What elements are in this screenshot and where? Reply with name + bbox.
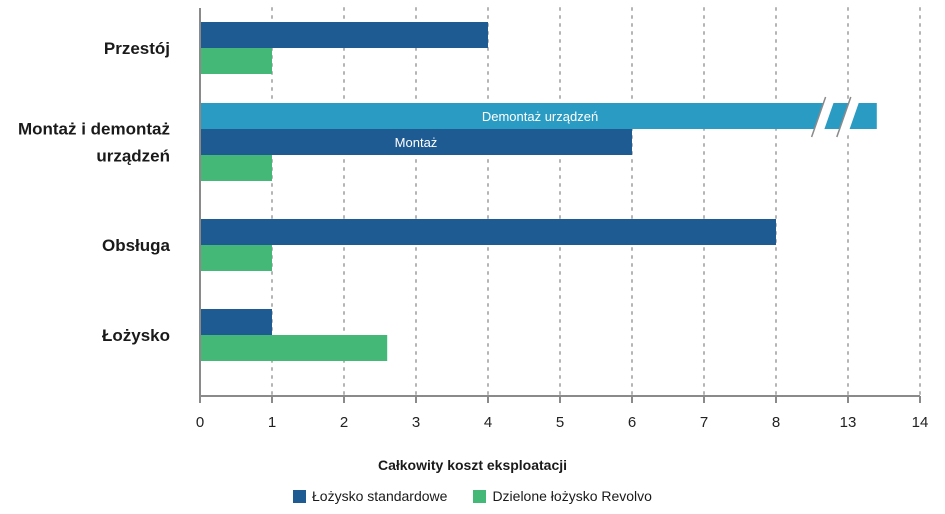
bar bbox=[201, 309, 272, 335]
bar bbox=[201, 22, 488, 48]
bar bbox=[201, 245, 272, 271]
x-tick-label: 3 bbox=[412, 414, 420, 431]
bars bbox=[201, 22, 877, 361]
bar bbox=[201, 129, 632, 155]
bar bbox=[201, 219, 776, 245]
x-tick-label: 1 bbox=[268, 414, 276, 431]
x-tick-labels: 0 1 2 3 4 5 6 7 8 13 14 bbox=[196, 414, 929, 431]
legend: Łożysko standardowe Dzielone łożysko Rev… bbox=[0, 488, 945, 504]
axis-break-marks bbox=[810, 96, 861, 138]
x-axis-title: Całkowity koszt eksploatacji bbox=[377, 457, 568, 473]
x-tick-label: 7 bbox=[700, 414, 708, 431]
axes bbox=[199, 8, 921, 403]
x-tick-label: 14 bbox=[912, 414, 929, 431]
bar bbox=[201, 335, 388, 361]
axis-break-gap bbox=[836, 97, 861, 137]
axis-break-line bbox=[810, 96, 827, 138]
legend-item-revolvo: Dzielone łożysko Revolvo bbox=[473, 488, 652, 504]
x-tick-label: 13 bbox=[840, 414, 857, 431]
x-tick-label: 0 bbox=[196, 414, 204, 431]
category-label: Montaż i demontaż urządzeń bbox=[18, 120, 170, 166]
x-tick-label: 6 bbox=[628, 414, 636, 431]
x-tick-label: 2 bbox=[340, 414, 348, 431]
bar-data-label: Demontaż urządzeń bbox=[482, 109, 598, 124]
bar-labels: Montaż Demontaż urządzeń bbox=[395, 109, 598, 150]
axis-break-gap bbox=[811, 97, 836, 137]
category-label: Przestój bbox=[104, 39, 170, 58]
x-tick-label: 8 bbox=[772, 414, 780, 431]
bar-data-label: Montaż bbox=[395, 135, 438, 150]
bar bbox=[201, 155, 272, 181]
legend-label-standard: Łożysko standardowe bbox=[312, 488, 448, 504]
legend-label-revolvo: Dzielone łożysko Revolvo bbox=[492, 488, 652, 504]
x-tick-label: 5 bbox=[556, 414, 564, 431]
category-label: Łożysko bbox=[102, 326, 170, 345]
category-label: Obsługa bbox=[102, 236, 171, 255]
axis-break-line bbox=[836, 96, 852, 138]
legend-swatch-revolvo bbox=[473, 489, 487, 503]
bar bbox=[201, 48, 272, 74]
bar bbox=[201, 103, 877, 129]
category-labels: Przestój Montaż i demontaż urządzeń Obsługa… bbox=[18, 39, 171, 345]
gridlines bbox=[271, 7, 921, 397]
legend-swatch-standard bbox=[293, 489, 307, 503]
legend-item-standard: Łożysko standardowe bbox=[293, 488, 447, 504]
x-tick-label: 4 bbox=[484, 414, 492, 431]
